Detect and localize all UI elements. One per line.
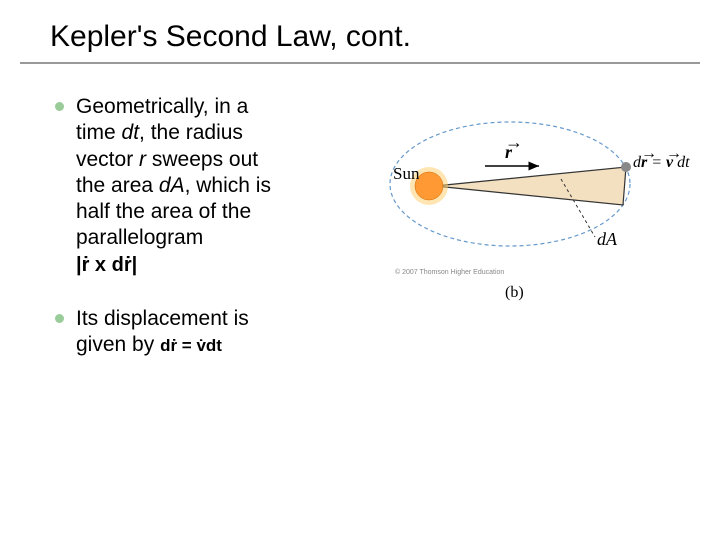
r-vector-label: r→ xyxy=(505,142,512,163)
planet-body xyxy=(621,162,631,172)
b2-dt: dt xyxy=(206,336,222,355)
b1-l4a: the area xyxy=(76,174,159,197)
diagram-svg xyxy=(375,94,675,294)
copyright-label: © 2007 Thomson Higher Education xyxy=(395,269,504,276)
b2-eq: = xyxy=(177,336,196,355)
b2-formula: dṙ = v̇dt xyxy=(160,336,222,355)
page-title: Kepler's Second Law, cont. xyxy=(50,20,670,54)
b1-line1: Geometrically, in a xyxy=(76,95,248,118)
b2-line2: given by xyxy=(76,333,154,356)
b2-dr: dṙ xyxy=(160,336,177,355)
bullet-item-2: Its displacement is given by dṙ = v̇dt xyxy=(55,306,365,359)
b1-line6: parallelogram xyxy=(76,226,203,249)
bullet-icon xyxy=(55,102,64,111)
dr-equation-label: dr→ = v→ dt xyxy=(633,154,690,172)
b2-v: v̇ xyxy=(196,336,205,355)
b1-dA: dA xyxy=(159,174,185,197)
b1-l3b: sweeps out xyxy=(146,148,258,171)
title-area: Kepler's Second Law, cont. xyxy=(20,0,700,64)
diagram-column: Sun r→ dr→ = v→ dt dA © 2007 Thomson Hig… xyxy=(365,94,675,386)
b1-l2b: , the radius xyxy=(139,121,243,144)
dA-label: dA xyxy=(597,229,617,250)
bullet-icon xyxy=(55,314,64,323)
b1-l4b: , which is xyxy=(185,174,271,197)
b1-r: r xyxy=(139,148,146,171)
content-area: Geometrically, in a time dt, the radius … xyxy=(0,64,720,386)
bullet-column: Geometrically, in a time dt, the radius … xyxy=(55,94,365,386)
bullet-text-1: Geometrically, in a time dt, the radius … xyxy=(76,94,271,278)
b2-line1: Its displacement is xyxy=(76,307,249,330)
b1-l3a: vector xyxy=(76,148,139,171)
b1-formula: |ṙ x dṙ| xyxy=(76,254,137,276)
b1-line5: half the area of the xyxy=(76,200,251,223)
bullet-text-2: Its displacement is given by dṙ = v̇dt xyxy=(76,306,249,359)
swept-triangle xyxy=(435,167,626,205)
b1-dt: dt xyxy=(122,121,140,144)
b1-l2a: time xyxy=(76,121,122,144)
kepler-diagram: Sun r→ dr→ = v→ dt dA © 2007 Thomson Hig… xyxy=(375,94,675,294)
bullet-item-1: Geometrically, in a time dt, the radius … xyxy=(55,94,365,278)
panel-label: (b) xyxy=(505,284,524,302)
sun-label: Sun xyxy=(393,164,419,184)
